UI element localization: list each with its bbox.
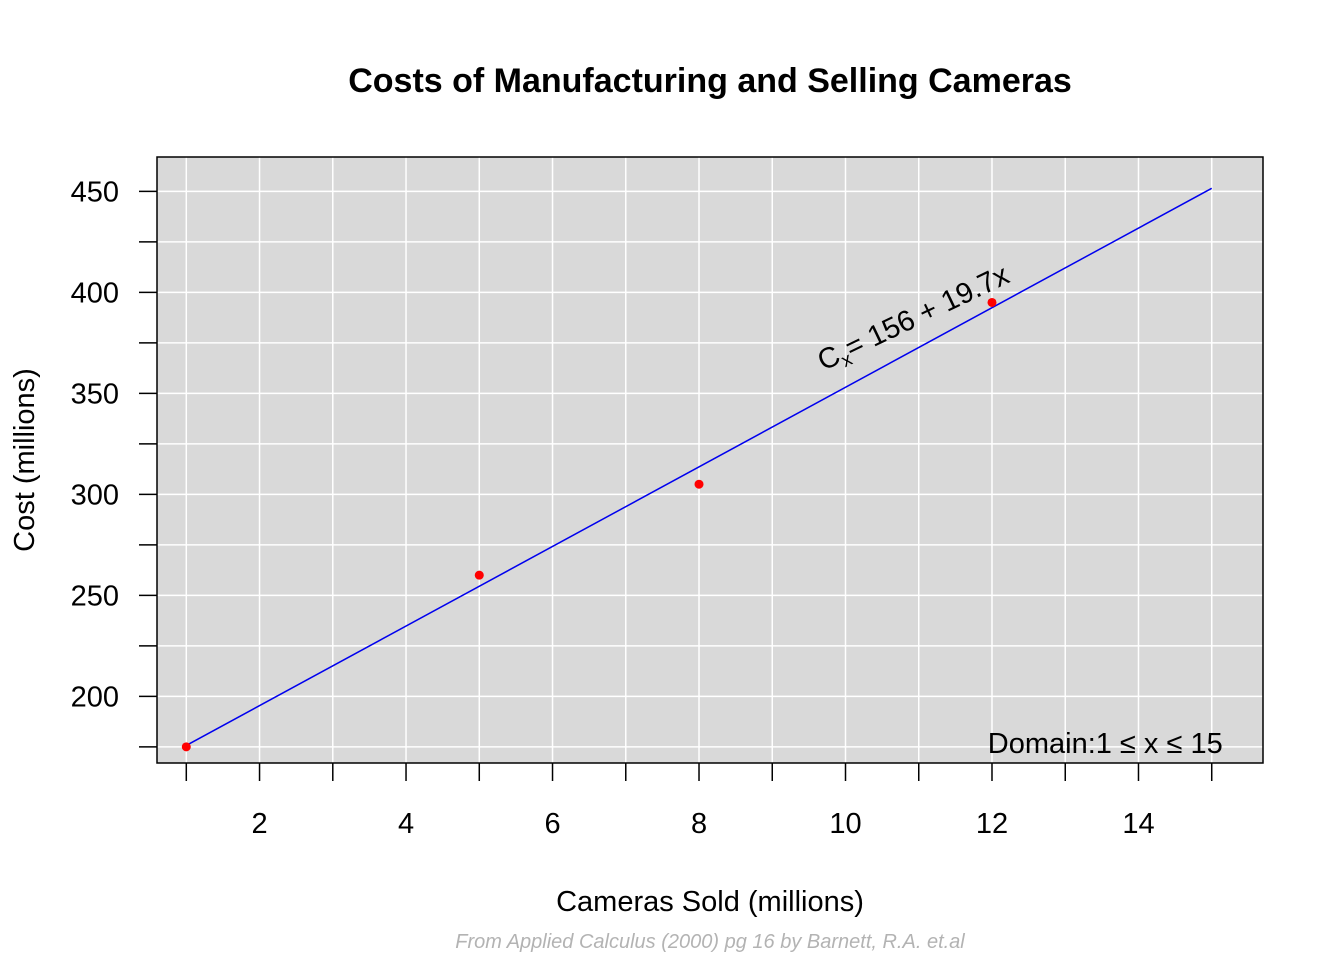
- y-tick-label: 250: [71, 580, 119, 612]
- y-axis-label: Cost (millions): [9, 368, 41, 552]
- y-tick-label: 300: [71, 479, 119, 511]
- x-axis-label: Cameras Sold (millions): [556, 886, 864, 918]
- plot-frame: [156, 156, 1264, 764]
- data-layer: [181, 187, 1213, 752]
- x-tick-label: 2: [251, 808, 267, 840]
- x-tick-label: 8: [691, 808, 707, 840]
- y-tick-label: 450: [71, 176, 119, 208]
- regression-line: [185, 187, 1213, 747]
- data-point: [987, 297, 997, 307]
- x-tick-label: 14: [1122, 808, 1154, 840]
- domain-annotation: Domain:1 ≤ x ≤ 15: [988, 728, 1223, 760]
- plot-background: [157, 157, 1263, 763]
- y-tick-label: 350: [71, 378, 119, 410]
- x-tick-label: 10: [829, 808, 861, 840]
- x-axis: 2 4 6 8 10 12 14: [185, 763, 1213, 840]
- x-tick-label: 12: [976, 808, 1008, 840]
- y-tick-label: 400: [71, 277, 119, 309]
- x-tick-label: 6: [544, 808, 560, 840]
- x-tick-label: 4: [398, 808, 414, 840]
- y-axis: 200 250 300 350 400 450: [71, 176, 157, 748]
- chart-title: Costs of Manufacturing and Selling Camer…: [348, 62, 1072, 100]
- grid-lines: [157, 157, 1263, 763]
- y-tick-label: 200: [71, 681, 119, 713]
- source-caption: From Applied Calculus (2000) pg 16 by Ba…: [455, 931, 965, 953]
- data-point: [474, 570, 484, 580]
- data-point: [694, 479, 704, 489]
- data-point: [181, 742, 191, 752]
